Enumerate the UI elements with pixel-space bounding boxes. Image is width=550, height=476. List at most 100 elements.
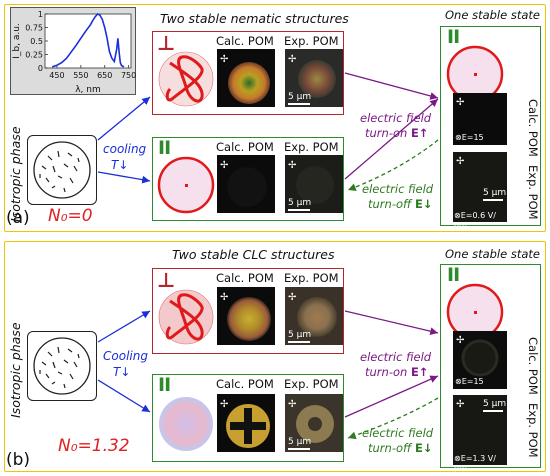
scale-bar-stable-a: 5 μm [483, 188, 507, 198]
ef-on-line1-b: electric field [360, 350, 432, 364]
svg-text:✢: ✢ [220, 160, 228, 171]
e15-label-b: ⊗E=15 [455, 377, 484, 386]
par-director-a [157, 156, 215, 214]
panel-b-title-right: One stable state [445, 247, 540, 261]
svg-text:✢: ✢ [456, 335, 464, 346]
exp-pom-label-par-b: Exp. POM [284, 377, 339, 391]
exp-pom-label-b: Exp. POM [284, 271, 339, 285]
y-axis-label: I_b, a.u. [12, 23, 22, 59]
panel-a-title-mid: Two stable nematic structures [160, 11, 349, 26]
exp-pom-label-par-a: Exp. POM [284, 140, 339, 154]
exp-pom-label-a: Exp. POM [284, 34, 339, 48]
stable-state-box-a: II ✢ ⊗E=15 ✢ 5 μm ⊗E=0.6 V/μm Calc. POM … [440, 26, 541, 229]
exp-pom-image-perp-a: ✢ 5 μm [285, 49, 343, 107]
cooling-label-b: Cooling [103, 349, 148, 363]
x-tick-label: 550 [73, 71, 88, 80]
par-structure-box-b: II Calc. POM Exp. POM ✢ ✢ 5 μm [152, 374, 344, 462]
stable-par-symbol-a: II [447, 26, 460, 48]
svg-text:✢: ✢ [456, 399, 464, 410]
scale-bar-par-b: 5 μm [288, 437, 312, 447]
svg-text:✢: ✢ [456, 97, 464, 108]
perp-structure-box-b: ⊥ Calc. POM Exp. POM ✢ ✢ 5 μm [152, 268, 344, 354]
plot-area [44, 13, 132, 69]
stable-par-symbol-b: II [447, 264, 460, 286]
x-tick-label: 650 [97, 71, 112, 80]
calc-pom-label-b: Calc. POM [216, 271, 274, 285]
isotropic-droplet-icon [33, 141, 91, 199]
ef-off-line2-b: turn-off E↓ [368, 441, 433, 455]
calc-pom-label-par-a: Calc. POM [216, 140, 274, 154]
spectrum-chart: 1 0.75 0.5 0.25 0 450 550 650 750 λ, nm I_b, a.u. [12, 10, 136, 95]
n0-a: N₀=0 [48, 206, 93, 226]
vert-exp-pom-a: Exp. POM [526, 165, 540, 220]
exp-pom-image-par-b: ✢ 5 μm [285, 394, 343, 452]
isotropic-cell-a [27, 135, 97, 205]
vert-exp-pom-b: Exp. POM [526, 403, 540, 458]
vert-calc-pom-a: Calc. POM [526, 99, 540, 157]
perp-director-b [158, 289, 214, 345]
ef-on-line2-a: turn-on E↑ [365, 126, 429, 140]
y-tick-label: 0.75 [25, 24, 43, 33]
ef-on-line1-a: electric field [360, 111, 432, 125]
perp-structure-box-a: ⊥ Calc. POM Exp. POM ✢ ✢ 5 μm [152, 31, 344, 115]
temp-label-b: T↓ [113, 365, 131, 379]
stable-calc-pom-a: ✢ ⊗E=15 [453, 93, 507, 145]
calc-pom-label-a: Calc. POM [216, 34, 274, 48]
panel-a-title-right: One stable state [445, 8, 540, 22]
svg-text:✢: ✢ [220, 54, 228, 65]
ef-off-line2-a: turn-off E↓ [368, 197, 433, 211]
spectrum-inset: 1 0.75 0.5 0.25 0 450 550 650 750 λ, nm I_b, a.u. [10, 7, 136, 95]
scale-bar-par-a: 5 μm [288, 198, 312, 208]
panel-b [4, 241, 546, 472]
ef-off-line1-a: electric field [362, 182, 434, 196]
perp-symbol-b: ⊥ [157, 268, 176, 292]
isotropic-cell-b [27, 331, 97, 401]
spectrum-series-line [51, 13, 125, 68]
e13-label-b: ⊗E=1.3 V/μm [454, 454, 496, 472]
e06-label-a: ⊗E=0.6 V/μm [454, 211, 496, 229]
cooling-label-a: cooling [103, 142, 147, 156]
scale-bar-stable-b: 5 μm [483, 399, 507, 409]
stable-exp-pom-b: ✢ 5 μm ⊗E=1.3 V/μm [453, 395, 507, 472]
y-tick-label: 0.25 [25, 51, 43, 60]
temp-label-a: T↓ [111, 158, 129, 172]
e15-label-a: ⊗E=15 [455, 133, 484, 142]
scale-bar-perp-b: 5 μm [288, 330, 312, 340]
isotropic-droplet-icon-b [33, 337, 91, 395]
svg-text:✢: ✢ [288, 160, 296, 171]
stable-state-box-b: II ✢ ⊗E=15 ✢ 5 μm ⊗E=1.3 V/μm Calc. POM … [440, 264, 541, 472]
calc-pom-label-par-b: Calc. POM [216, 377, 274, 391]
perp-symbol-a: ⊥ [157, 31, 176, 55]
svg-text:✢: ✢ [220, 292, 228, 303]
y-tick-label: 0.5 [30, 37, 43, 46]
stable-exp-pom-a: ✢ 5 μm ⊗E=0.6 V/μm [453, 152, 507, 229]
vert-calc-pom-b: Calc. POM [526, 337, 540, 395]
exp-pom-image-par-a: ✢ 5 μm [285, 155, 343, 213]
exp-pom-image-perp-b: ✢ 5 μm [285, 287, 343, 345]
isotropic-label-b: Isotropic phase [8, 322, 23, 418]
n0-b: N₀=1.32 [58, 436, 130, 456]
calc-pom-image-par-a: ✢ [217, 155, 275, 213]
ef-off-line1-b: electric field [362, 426, 434, 440]
perp-director-a [158, 51, 214, 107]
calc-pom-image-perp-b: ✢ [217, 287, 275, 345]
par-structure-box-a: II Calc. POM ✢ ✢ 5 μm Exp. POM [152, 137, 344, 221]
par-symbol-b: II [158, 374, 171, 396]
x-tick-label: 750 [121, 71, 136, 80]
panel-a-label: (a) [6, 208, 30, 228]
panel-b-title-mid: Two stable CLC structures [172, 247, 335, 262]
x-tick-label: 450 [49, 71, 64, 80]
panel-b-label: (b) [6, 450, 31, 470]
y-tick-label: 1 [38, 10, 43, 19]
y-tick-label: 0 [38, 64, 43, 73]
par-director-b [159, 397, 213, 451]
stable-calc-pom-b: ✢ ⊗E=15 [453, 331, 507, 389]
ef-on-line2-b: turn-on E↑ [365, 365, 429, 379]
svg-text:✢: ✢ [220, 399, 228, 410]
svg-text:✢: ✢ [456, 156, 464, 167]
par-symbol-a: II [158, 137, 171, 159]
calc-pom-image-perp-a: ✢ [217, 49, 275, 107]
svg-text:✢: ✢ [288, 399, 296, 410]
panel-a [4, 4, 546, 232]
calc-pom-image-par-b: ✢ [217, 394, 275, 452]
